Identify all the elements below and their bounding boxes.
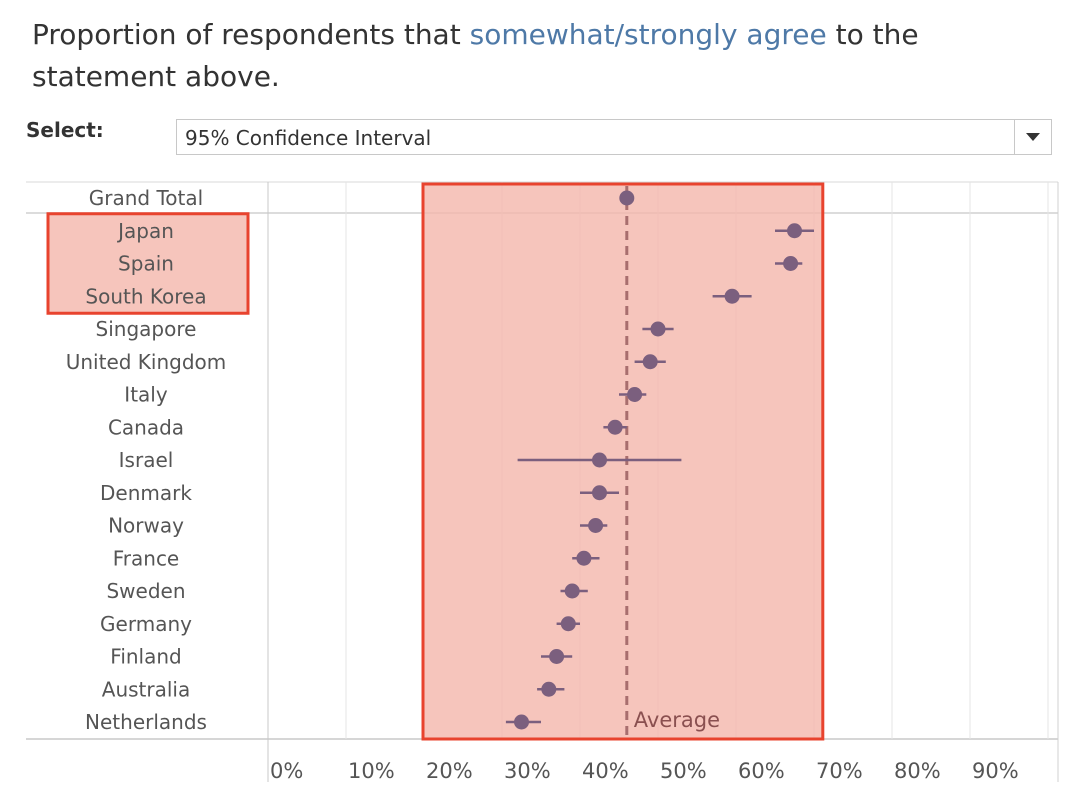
dropdown-selected-value: 95% Confidence Interval [185, 126, 432, 150]
data-point [592, 452, 607, 468]
x-tick-label: 40% [582, 759, 629, 783]
data-point [627, 387, 643, 402]
x-tick-label: 70% [816, 759, 863, 783]
chevron-down-icon [1026, 133, 1040, 141]
category-label: Israel [119, 448, 174, 472]
category-label: Netherlands [85, 710, 207, 734]
average-label: Average [634, 708, 720, 732]
category-label: Japan [116, 219, 174, 243]
data-point [560, 616, 576, 632]
highlight-label-box [46, 212, 250, 315]
interval-dropdown[interactable]: 95% Confidence Interval [176, 119, 1052, 155]
data-point [576, 550, 592, 566]
category-label: Spain [118, 252, 174, 276]
data-point [787, 223, 802, 239]
x-tick-label: 80% [894, 759, 941, 783]
category-label: Italy [124, 383, 168, 407]
data-point [607, 419, 623, 435]
category-label: Denmark [100, 481, 192, 505]
data-point [541, 681, 557, 697]
x-tick-label: 0% [270, 759, 303, 783]
category-label: South Korea [85, 284, 206, 308]
x-tick-label: 50% [660, 759, 707, 783]
title-highlight: somewhat/strongly agree [469, 18, 827, 51]
category-label: United Kingdom [66, 350, 227, 374]
category-label: Norway [108, 514, 184, 538]
category-label: Singapore [96, 317, 197, 341]
data-point [619, 190, 635, 206]
data-point [564, 583, 580, 599]
data-point [642, 354, 658, 370]
title-text-post: to the statement above. [32, 18, 919, 93]
category-label: Finland [110, 645, 181, 669]
x-tick-label: 10% [348, 759, 395, 783]
title-text-pre: Proportion of respondents that [32, 18, 470, 51]
x-tick-label: 30% [504, 759, 551, 783]
chart-title: Proportion of respondents that somewhat/… [32, 14, 1042, 98]
x-tick-label: 60% [738, 759, 785, 783]
data-point [514, 714, 529, 730]
data-point [549, 649, 565, 664]
category-label: Sweden [106, 579, 185, 603]
select-label: Select: [26, 118, 104, 142]
data-point [783, 256, 799, 271]
data-point [650, 321, 666, 337]
data-point [588, 518, 604, 533]
category-label: France [113, 546, 180, 570]
category-label: Germany [100, 612, 192, 636]
category-label: Australia [102, 677, 190, 701]
data-point [724, 288, 740, 304]
dropdown-toggle-button[interactable] [1014, 120, 1051, 154]
data-point [592, 485, 607, 501]
x-tick-label: 90% [972, 759, 1019, 783]
category-label: Grand Total [89, 186, 203, 210]
x-tick-label: 20% [426, 759, 473, 783]
highlight-band [421, 182, 825, 741]
category-label: Canada [108, 415, 184, 439]
